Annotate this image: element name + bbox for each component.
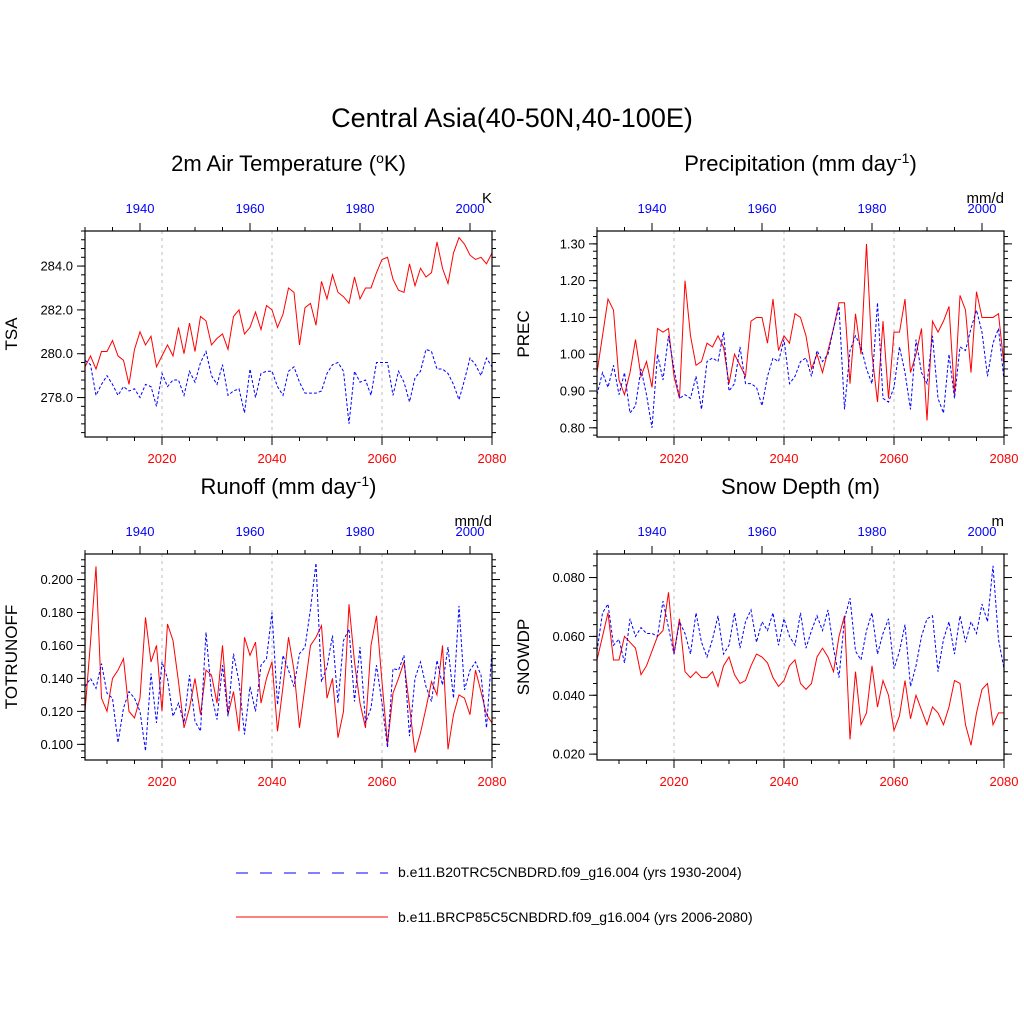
legend: b.e11.B20TRC5CNBDRD.f09_g16.004 (yrs 193… xyxy=(236,864,753,925)
x-tick-label: 2060 xyxy=(368,774,397,789)
y-tick-label: 1.30 xyxy=(560,236,585,251)
panel-runoff: Runoff (mm day-1) mm/d TOTRUNOFF 2020 2040 20… xyxy=(2,473,506,789)
top-tick-label: 1960 xyxy=(236,201,265,216)
legend-label-rcp85: b.e11.BRCP85C5CNBDRD.f09_g16.004 (yrs 20… xyxy=(398,909,753,925)
top-tick-label: 1980 xyxy=(346,201,375,216)
y-tick-label: 0.140 xyxy=(40,671,73,686)
y-tick-label: 0.160 xyxy=(40,638,73,653)
plot-frame xyxy=(596,553,1005,761)
x-tick-label: 2040 xyxy=(770,451,799,466)
top-tick-label: 1940 xyxy=(126,524,155,539)
top-tick-label: 2000 xyxy=(456,201,485,216)
plot-frame xyxy=(84,553,493,761)
top-tick-label: 1980 xyxy=(858,524,887,539)
y-axis-label: TSA xyxy=(2,317,21,351)
units-label: mm/d xyxy=(967,190,1005,207)
legend-label-historical: b.e11.B20TRC5CNBDRD.f09_g16.004 (yrs 193… xyxy=(398,864,742,880)
x-tick-label: 2080 xyxy=(990,451,1019,466)
panel-temperature: 2m Air Temperature (oK) K TSA 2020 2040 2060 2… xyxy=(2,150,506,466)
y-tick-label: 0.80 xyxy=(560,420,585,435)
top-tick-label: 1960 xyxy=(748,201,777,216)
x-tick-label: 2060 xyxy=(880,774,909,789)
top-tick-label: 2000 xyxy=(968,524,997,539)
x-tick-label: 2060 xyxy=(368,451,397,466)
y-tick-label: 0.120 xyxy=(40,704,73,719)
x-tick-label: 2020 xyxy=(660,774,689,789)
y-axis-label: TOTRUNOFF xyxy=(2,605,21,710)
y-tick-label: 0.90 xyxy=(560,384,585,399)
y-tick-label: 0.040 xyxy=(552,688,585,703)
top-tick-label: 1940 xyxy=(638,201,667,216)
top-tick-label: 1940 xyxy=(638,524,667,539)
y-tick-label: 0.180 xyxy=(40,605,73,620)
panel-title: 2m Air Temperature (oK) xyxy=(171,150,406,176)
top-tick-label: 1960 xyxy=(236,524,265,539)
x-tick-label: 2040 xyxy=(770,774,799,789)
x-tick-label: 2040 xyxy=(258,774,287,789)
series-line-rcp85 xyxy=(84,566,493,753)
y-tick-label: 0.080 xyxy=(552,570,585,585)
series-line-historical xyxy=(596,302,1005,428)
y-tick-label: 0.060 xyxy=(552,629,585,644)
y-axis-label: SNOWDP xyxy=(514,619,533,696)
panel-precipitation: Precipitation (mm day-1) mm/d PREC 2020 2040… xyxy=(514,150,1018,466)
x-tick-label: 2020 xyxy=(148,774,177,789)
plot-frame xyxy=(84,230,493,438)
y-axis-label: PREC xyxy=(514,310,533,357)
series-line-historical xyxy=(84,348,493,424)
series-line-historical xyxy=(596,565,1005,687)
x-tick-label: 2020 xyxy=(148,451,177,466)
series-line-rcp85 xyxy=(596,243,1005,421)
panel-title: Runoff (mm day-1) xyxy=(201,473,377,499)
units-label: mm/d xyxy=(455,513,493,530)
top-tick-label: 1940 xyxy=(126,201,155,216)
units-label: m xyxy=(992,513,1005,530)
y-tick-label: 278.0 xyxy=(40,390,73,405)
series-line-rcp85 xyxy=(596,592,1004,746)
top-tick-label: 2000 xyxy=(456,524,485,539)
panel-title: Snow Depth (m) xyxy=(721,474,880,499)
x-tick-label: 2080 xyxy=(990,774,1019,789)
y-tick-label: 284.0 xyxy=(40,259,73,274)
x-tick-label: 2080 xyxy=(478,451,507,466)
x-tick-label: 2060 xyxy=(880,451,909,466)
top-tick-label: 1980 xyxy=(858,201,887,216)
y-tick-label: 282.0 xyxy=(40,302,73,317)
units-label: K xyxy=(482,190,492,207)
top-tick-label: 1960 xyxy=(748,524,777,539)
y-tick-label: 1.00 xyxy=(560,347,585,362)
x-tick-label: 2040 xyxy=(258,451,287,466)
y-tick-label: 0.100 xyxy=(40,737,73,752)
figure-title: Central Asia(40-50N,40-100E) xyxy=(331,103,693,133)
x-tick-label: 2020 xyxy=(660,451,689,466)
top-tick-label: 2000 xyxy=(968,201,997,216)
x-tick-label: 2080 xyxy=(478,774,507,789)
y-tick-label: 1.10 xyxy=(560,310,585,325)
y-tick-label: 0.200 xyxy=(40,572,73,587)
y-tick-label: 0.020 xyxy=(552,747,585,762)
top-tick-label: 1980 xyxy=(346,524,375,539)
panel-title: Precipitation (mm day-1) xyxy=(684,150,917,176)
y-tick-label: 1.20 xyxy=(560,273,585,288)
panel-snow-depth: Snow Depth (m) m SNOWDP 2020 2040 2060 2080 194… xyxy=(514,474,1018,789)
y-tick-label: 280.0 xyxy=(40,346,73,361)
plot-frame xyxy=(596,230,1005,438)
series-line-rcp85 xyxy=(84,236,493,385)
